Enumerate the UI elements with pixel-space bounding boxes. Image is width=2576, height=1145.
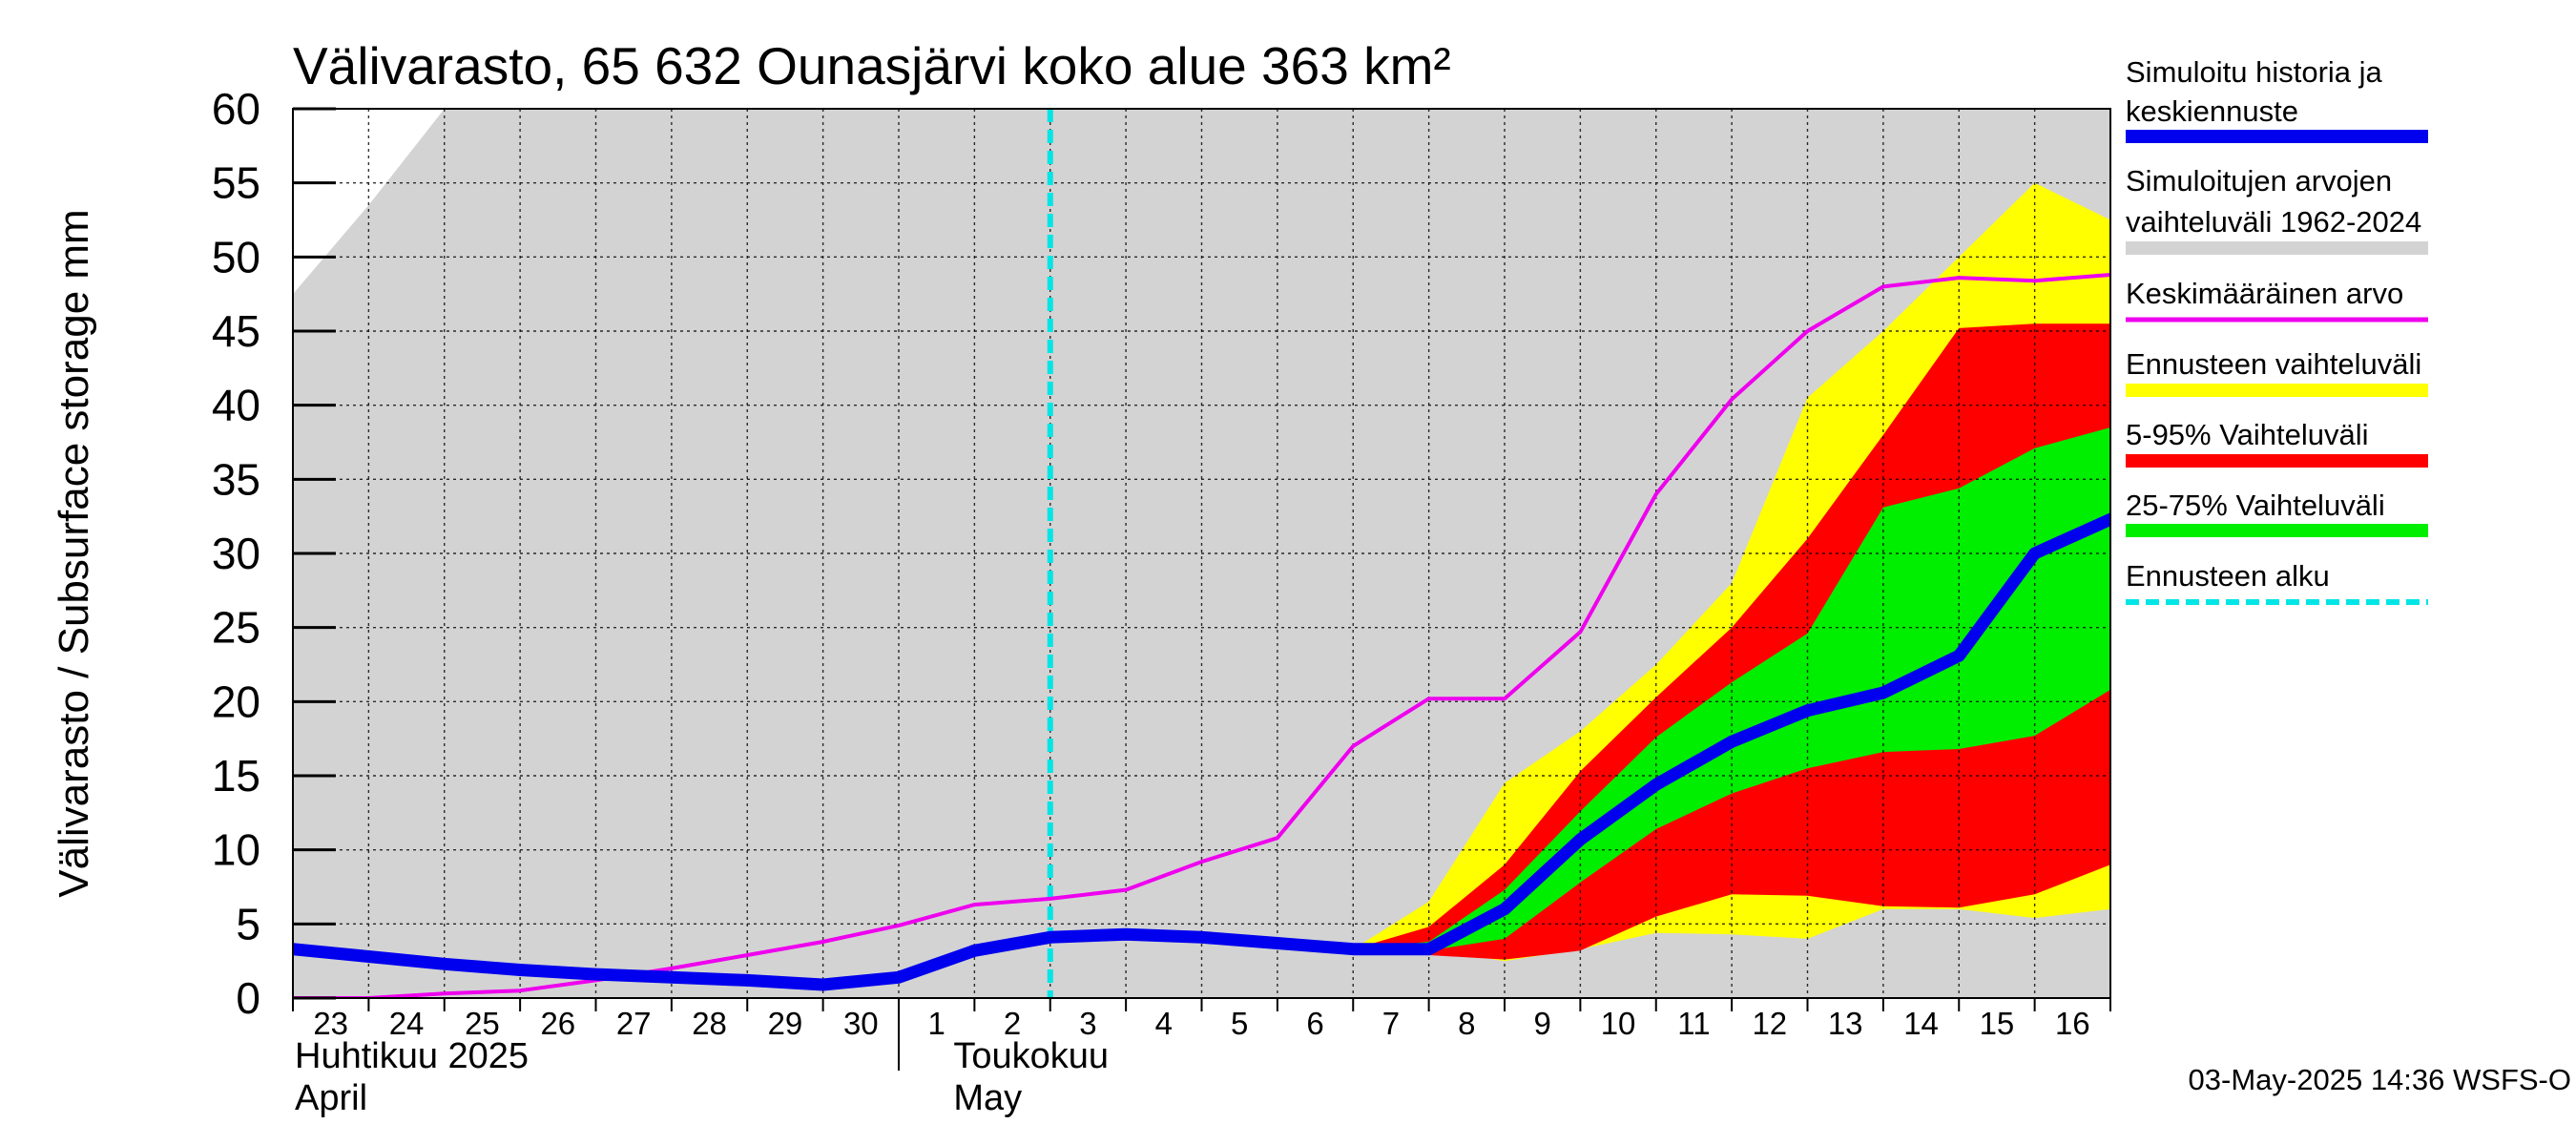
- xtick-label: 3: [1079, 1006, 1096, 1041]
- ytick-label: 5: [236, 899, 260, 948]
- xtick-label: 7: [1382, 1006, 1400, 1041]
- series-group: [293, 109, 2110, 998]
- xtick-label: 29: [768, 1006, 803, 1041]
- chart-title: Välivarasto, 65 632 Ounasjärvi koko alue…: [293, 36, 1451, 95]
- xtick-label: 6: [1306, 1006, 1323, 1041]
- legend-label: vaihteluväli 1962-2024: [2126, 205, 2421, 239]
- ytick-label: 55: [212, 158, 260, 208]
- xtick-label: 24: [389, 1006, 425, 1041]
- xtick-label: 8: [1458, 1006, 1475, 1041]
- xtick-label: 11: [1677, 1006, 1710, 1041]
- simulated-line: [293, 512, 2110, 991]
- month-label: Toukokuu: [953, 1036, 1109, 1076]
- legend-label: Simuloitu historia ja: [2126, 55, 2383, 89]
- xtick-label: 12: [1752, 1006, 1787, 1041]
- timestamp-footer: 03-May-2025 14:36 WSFS-O: [2189, 1063, 2571, 1096]
- xtick-label: 5: [1231, 1006, 1248, 1041]
- ytick-label: 0: [236, 973, 260, 1023]
- legend-label: 5-95% Vaihteluväli: [2126, 418, 2368, 451]
- xtick-label: 2: [1004, 1006, 1021, 1041]
- month-label-en: May: [953, 1078, 1022, 1118]
- xtick-label: 15: [1980, 1006, 2015, 1041]
- xtick-label: 23: [313, 1006, 348, 1041]
- ytick-label: 10: [212, 825, 260, 875]
- xtick-label: 27: [616, 1006, 652, 1041]
- grid: [293, 109, 2110, 998]
- ytick-label: 30: [212, 529, 260, 578]
- legend: Simuloitu historia ja keskiennuste Simuloi…: [2126, 55, 2428, 605]
- legend-label: 25-75% Vaihteluväli: [2126, 489, 2385, 522]
- ytick-label: 45: [212, 306, 260, 356]
- xtick-label: 9: [1534, 1006, 1551, 1041]
- month-label-en: April: [295, 1078, 367, 1118]
- legend-label: Simuloitujen arvojen: [2126, 164, 2392, 198]
- plot-area: [293, 109, 2110, 998]
- xtick-label: 4: [1155, 1006, 1173, 1041]
- legend-label: Keskimääräinen arvo: [2126, 277, 2403, 310]
- xtick-label: 30: [843, 1006, 879, 1041]
- ytick-label: 60: [212, 84, 260, 134]
- xtick-label: 14: [1903, 1006, 1939, 1041]
- legend-label: Ennusteen vaihteluväli: [2126, 347, 2421, 381]
- xtick-label: 16: [2055, 1006, 2090, 1041]
- ytick-label: 20: [212, 677, 260, 726]
- band-25-75: [1353, 427, 2110, 951]
- xtick-label: 26: [540, 1006, 575, 1041]
- xtick-label: 1: [928, 1006, 945, 1041]
- ytick-label: 35: [212, 454, 260, 504]
- legend-label: keskiennuste: [2126, 94, 2298, 128]
- xtick-label: 25: [465, 1006, 500, 1041]
- y-axis-label: Välivarasto / Subsurface storage mm: [51, 209, 97, 897]
- legend-label: Ennusteen alku: [2126, 559, 2330, 593]
- band-5-95: [1353, 323, 2110, 960]
- ytick-label: 40: [212, 381, 260, 430]
- ytick-label: 50: [212, 232, 260, 281]
- ytick-label: 15: [212, 751, 260, 801]
- ytick-label: 25: [212, 603, 260, 653]
- xtick-label: 10: [1601, 1006, 1636, 1041]
- xtick-label: 13: [1828, 1006, 1863, 1041]
- month-label: Huhtikuu 2025: [295, 1036, 529, 1076]
- xtick-label: 28: [692, 1006, 727, 1041]
